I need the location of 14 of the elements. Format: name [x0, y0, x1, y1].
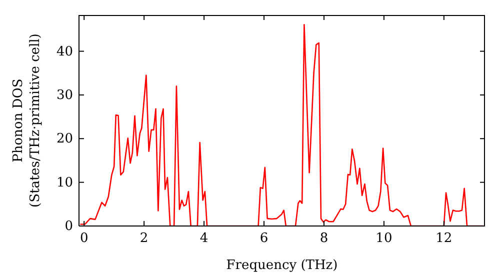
x-axis-title: Frequency (THz) — [226, 258, 338, 273]
x-tick-label: 6 — [260, 231, 268, 246]
y-tick-label: 30 — [56, 88, 73, 103]
x-tick-label: 4 — [200, 231, 208, 246]
y-tick-label: 10 — [56, 175, 73, 190]
y-tick-label: 0 — [64, 219, 73, 234]
x-tick-label: 8 — [320, 231, 328, 246]
y-tick-label: 40 — [56, 44, 73, 60]
y-tick-label: 20 — [56, 132, 73, 147]
x-tick-label: 0 — [80, 231, 88, 246]
x-tick-label: 2 — [140, 231, 148, 246]
x-tick-label: 10 — [376, 231, 392, 246]
y-axis-title: Phonon DOS (States/THz·primitive cell) — [11, 33, 43, 208]
x-tick-label: 12 — [436, 231, 452, 246]
